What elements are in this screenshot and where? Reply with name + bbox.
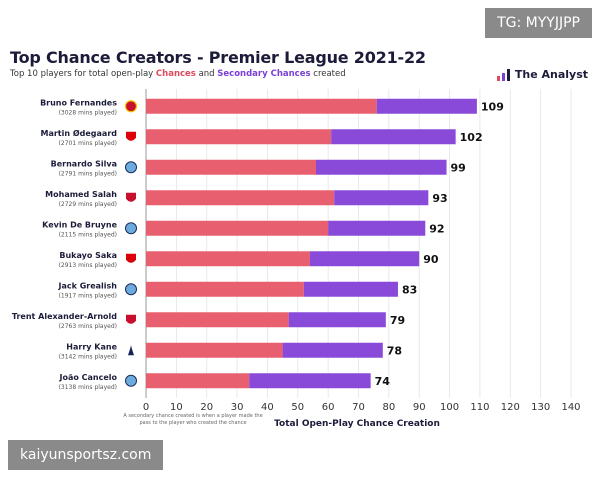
x-tick-label: 20 bbox=[200, 402, 213, 413]
player-minutes: (2763 mins played) bbox=[59, 323, 117, 330]
brand-name: The Analyst bbox=[514, 68, 588, 81]
liverpool-crest-icon bbox=[126, 314, 136, 324]
manchester-city-crest-icon bbox=[125, 374, 137, 387]
x-tick-label: 80 bbox=[382, 402, 395, 413]
bar-secondary-chances bbox=[288, 312, 386, 328]
bar-secondary-chances bbox=[309, 251, 420, 267]
player-minutes: (1917 mins played) bbox=[59, 292, 117, 299]
bar-chances bbox=[146, 342, 283, 358]
player-minutes: (2701 mins played) bbox=[59, 140, 117, 147]
player-name: Bruno Fernandes bbox=[40, 98, 117, 107]
chart-title: Top Chance Creators - Premier League 202… bbox=[10, 48, 426, 67]
manchester-city-crest-icon bbox=[125, 283, 137, 296]
x-tick-label: 120 bbox=[501, 402, 520, 413]
bar-secondary-chances bbox=[376, 98, 477, 114]
bar-chances bbox=[146, 312, 289, 328]
bar-chances bbox=[146, 220, 329, 236]
tottenham-crest-icon bbox=[128, 345, 134, 356]
watermark-tg: TG: MYYJJPP bbox=[485, 8, 592, 38]
manchester-city-crest-icon bbox=[125, 161, 137, 174]
subtitle-secondary: Secondary Chances bbox=[217, 69, 311, 79]
bar-chances bbox=[146, 281, 304, 297]
total-label: 78 bbox=[387, 344, 402, 357]
total-label: 102 bbox=[460, 131, 483, 144]
player-name: Bukayo Saka bbox=[59, 251, 117, 260]
x-tick-label: 110 bbox=[470, 402, 489, 413]
player-name: Bernardo Silva bbox=[51, 159, 117, 168]
bar-secondary-chances bbox=[331, 129, 456, 145]
x-tick-label: 100 bbox=[440, 402, 459, 413]
total-label: 90 bbox=[423, 253, 439, 266]
bar-chances bbox=[146, 251, 310, 267]
player-minutes: (2115 mins played) bbox=[59, 231, 117, 238]
total-label: 93 bbox=[432, 192, 447, 205]
player-name: Jack Grealish bbox=[58, 281, 118, 290]
total-label: 83 bbox=[402, 283, 417, 296]
player-minutes: (2913 mins played) bbox=[59, 262, 117, 269]
x-tick-label: 10 bbox=[170, 402, 183, 413]
bar-chances bbox=[146, 129, 332, 145]
watermark-site: kaiyunsportsz.com bbox=[8, 440, 164, 470]
brand-logo: The Analyst bbox=[496, 68, 588, 81]
bar-chances bbox=[146, 190, 335, 206]
analyst-logo-icon bbox=[496, 68, 510, 81]
total-label: 74 bbox=[375, 375, 391, 388]
player-minutes: (3138 mins played) bbox=[59, 384, 117, 391]
x-tick-label: 60 bbox=[322, 402, 335, 413]
player-name: Kevin De Bruyne bbox=[42, 220, 117, 229]
player-name: Harry Kane bbox=[66, 342, 117, 351]
bar-chances bbox=[146, 98, 377, 114]
bar-secondary-chances bbox=[316, 159, 447, 175]
x-axis-label: Total Open-Play Chance Creation bbox=[274, 419, 440, 429]
manchester-city-crest-icon bbox=[125, 222, 137, 235]
chart-subtitle: Top 10 players for total open-play Chanc… bbox=[10, 69, 346, 79]
player-name: Trent Alexander-Arnold bbox=[12, 312, 117, 321]
player-name: Mohamed Salah bbox=[45, 190, 117, 199]
player-minutes: (2791 mins played) bbox=[59, 170, 117, 177]
bar-secondary-chances bbox=[303, 281, 398, 297]
total-label: 79 bbox=[390, 314, 405, 327]
subtitle-prefix: Top 10 players for total open-play bbox=[10, 69, 156, 79]
x-tick-label: 40 bbox=[261, 402, 274, 413]
x-tick-label: 0 bbox=[143, 402, 149, 413]
player-minutes: (3028 mins played) bbox=[59, 109, 117, 116]
bar-chances bbox=[146, 159, 316, 175]
bar-chances bbox=[146, 373, 250, 389]
player-minutes: (3142 mins played) bbox=[59, 353, 117, 360]
player-name: Martin Ødegaard bbox=[41, 128, 118, 138]
total-label: 109 bbox=[481, 100, 504, 113]
bar-secondary-chances bbox=[334, 190, 429, 206]
bar-secondary-chances bbox=[249, 373, 371, 389]
manchester-united-crest-icon bbox=[124, 100, 138, 113]
x-tick-label: 140 bbox=[561, 402, 580, 413]
liverpool-crest-icon bbox=[126, 192, 136, 202]
x-tick-label: 130 bbox=[531, 402, 550, 413]
total-label: 99 bbox=[451, 161, 466, 174]
bar-secondary-chances bbox=[282, 342, 383, 358]
x-tick-label: 90 bbox=[413, 402, 426, 413]
arsenal-crest-icon bbox=[126, 253, 136, 263]
x-tick-label: 30 bbox=[231, 402, 244, 413]
chart-footnote: A secondary chance created is when a pla… bbox=[123, 413, 263, 426]
total-label: 92 bbox=[429, 222, 444, 235]
subtitle-suffix: created bbox=[310, 69, 346, 79]
bar-secondary-chances bbox=[328, 220, 426, 236]
arsenal-crest-icon bbox=[126, 131, 136, 141]
x-tick-label: 50 bbox=[291, 402, 304, 413]
x-tick-label: 70 bbox=[352, 402, 365, 413]
player-name: João Cancelo bbox=[58, 373, 117, 382]
subtitle-and: and bbox=[195, 69, 218, 79]
subtitle-chances: Chances bbox=[155, 69, 196, 79]
player-minutes: (2729 mins played) bbox=[59, 201, 117, 208]
